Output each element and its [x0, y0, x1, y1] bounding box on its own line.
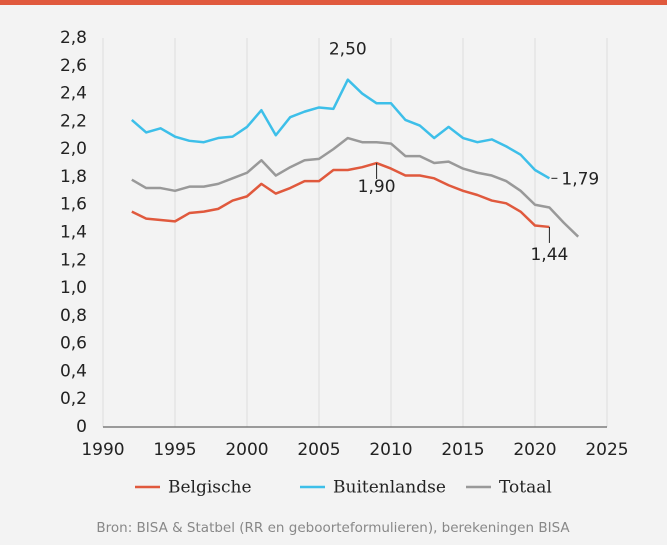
x-tick-label: 1990 [81, 440, 124, 460]
y-tick-label: 2,4 [60, 84, 87, 104]
x-tick-label: 2025 [585, 440, 628, 460]
annotation: 1,79 [561, 169, 599, 189]
series-line [130, 78, 551, 180]
x-tick-label: 1995 [153, 440, 196, 460]
y-tick-label: 1,2 [60, 250, 87, 270]
annotation: 1,90 [358, 177, 396, 197]
legend-label: Belgische [168, 478, 252, 498]
x-tick-label: 2015 [441, 440, 484, 460]
y-tick-label: 1,8 [60, 167, 87, 187]
y-tick-label: 0,2 [60, 389, 87, 409]
y-tick-label: 1,4 [60, 223, 87, 243]
x-tick-label: 2020 [513, 440, 556, 460]
y-tick-label: 2,8 [60, 28, 87, 48]
y-tick-label: 2,0 [60, 139, 87, 159]
x-tick-label: 2005 [297, 440, 340, 460]
y-tick-label: 2,6 [60, 56, 87, 76]
annotation: 1,44 [530, 245, 568, 265]
source: Bron: BISA & Statbel (RR en geboorteform… [96, 520, 570, 536]
y-tick-label: 1,6 [60, 195, 87, 215]
y-tick-label: 0 [76, 417, 87, 437]
top-bar [0, 0, 667, 5]
y-tick-label: 1,0 [60, 278, 87, 298]
legend-label: Totaal [499, 478, 552, 498]
x-tick-label: 2000 [225, 440, 268, 460]
x-tick-label: 2010 [369, 440, 412, 460]
legend-label: Buitenlandse [333, 478, 446, 498]
series-line [131, 136, 580, 238]
y-tick-label: 0,6 [60, 334, 87, 354]
y-tick-label: 0,8 [60, 306, 87, 326]
annotation: 2,50 [329, 40, 367, 60]
series-line [131, 161, 550, 229]
y-tick-label: 2,2 [60, 111, 87, 131]
y-tick-label: 0,4 [60, 361, 87, 381]
